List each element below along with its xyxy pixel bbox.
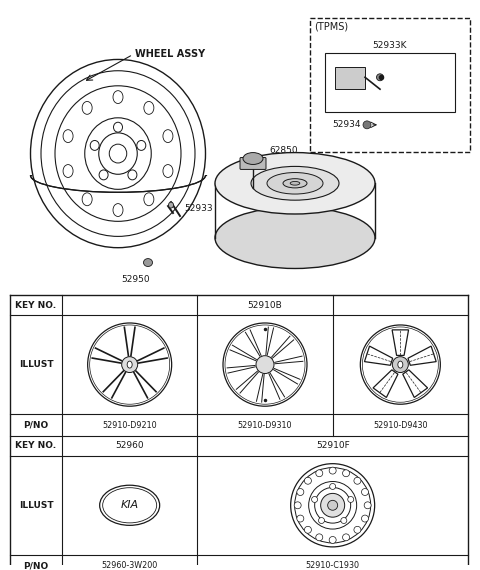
Text: ILLUST: ILLUST bbox=[19, 360, 53, 369]
Ellipse shape bbox=[99, 170, 108, 180]
Text: (TPMS): (TPMS) bbox=[314, 22, 348, 32]
Circle shape bbox=[223, 323, 307, 406]
Bar bbox=[28, 149, 207, 176]
Text: 52910-D9430: 52910-D9430 bbox=[373, 421, 428, 430]
Ellipse shape bbox=[215, 153, 375, 214]
Circle shape bbox=[354, 477, 361, 484]
Circle shape bbox=[88, 323, 172, 406]
Circle shape bbox=[316, 470, 323, 477]
Circle shape bbox=[291, 463, 375, 547]
Circle shape bbox=[361, 515, 369, 522]
Ellipse shape bbox=[163, 165, 173, 177]
Text: 52910-D9210: 52910-D9210 bbox=[102, 421, 157, 430]
Circle shape bbox=[316, 534, 323, 541]
Ellipse shape bbox=[144, 101, 154, 115]
Text: WHEEL ASSY: WHEEL ASSY bbox=[135, 50, 205, 59]
Ellipse shape bbox=[63, 130, 73, 142]
Circle shape bbox=[319, 518, 324, 523]
Ellipse shape bbox=[90, 140, 99, 150]
Ellipse shape bbox=[113, 203, 123, 217]
Circle shape bbox=[121, 357, 138, 373]
Bar bbox=[310, 18, 470, 152]
Ellipse shape bbox=[283, 178, 307, 188]
Text: 52950: 52950 bbox=[122, 275, 150, 284]
Circle shape bbox=[321, 494, 345, 517]
Ellipse shape bbox=[243, 153, 263, 165]
Ellipse shape bbox=[100, 485, 160, 526]
Text: 52934: 52934 bbox=[332, 120, 360, 129]
Text: 24537: 24537 bbox=[385, 73, 411, 82]
Ellipse shape bbox=[82, 101, 92, 115]
Text: 52910-D9310: 52910-D9310 bbox=[238, 421, 292, 430]
Circle shape bbox=[256, 356, 274, 373]
Ellipse shape bbox=[251, 166, 339, 200]
Ellipse shape bbox=[168, 202, 173, 208]
Text: ILLUST: ILLUST bbox=[19, 501, 53, 510]
Circle shape bbox=[297, 515, 304, 522]
Circle shape bbox=[364, 502, 371, 509]
Ellipse shape bbox=[376, 74, 384, 81]
Circle shape bbox=[304, 526, 312, 534]
Ellipse shape bbox=[113, 122, 122, 132]
Circle shape bbox=[392, 357, 408, 373]
Text: 52910F: 52910F bbox=[316, 441, 349, 450]
Circle shape bbox=[330, 483, 336, 490]
Ellipse shape bbox=[363, 121, 371, 129]
Bar bbox=[335, 67, 365, 89]
Ellipse shape bbox=[137, 140, 146, 150]
Circle shape bbox=[343, 470, 349, 477]
Ellipse shape bbox=[144, 259, 153, 267]
Ellipse shape bbox=[63, 165, 73, 177]
Circle shape bbox=[328, 500, 337, 510]
Circle shape bbox=[294, 502, 301, 509]
Text: P/NO: P/NO bbox=[24, 421, 48, 430]
Text: 52910B: 52910B bbox=[248, 300, 282, 310]
Text: KEY NO.: KEY NO. bbox=[15, 300, 57, 310]
Bar bbox=[325, 52, 455, 112]
Text: 52960-3W200: 52960-3W200 bbox=[102, 561, 158, 570]
FancyBboxPatch shape bbox=[240, 157, 266, 169]
Ellipse shape bbox=[128, 170, 137, 180]
Ellipse shape bbox=[267, 173, 323, 194]
Text: KEY NO.: KEY NO. bbox=[15, 441, 57, 450]
Text: P/NO: P/NO bbox=[24, 561, 48, 570]
Circle shape bbox=[297, 488, 304, 495]
Ellipse shape bbox=[113, 91, 123, 104]
Ellipse shape bbox=[127, 361, 132, 368]
Ellipse shape bbox=[215, 207, 375, 268]
Ellipse shape bbox=[144, 193, 154, 206]
Ellipse shape bbox=[290, 181, 300, 185]
Circle shape bbox=[304, 477, 312, 484]
Circle shape bbox=[360, 325, 440, 404]
Circle shape bbox=[341, 518, 347, 523]
Circle shape bbox=[348, 496, 354, 502]
Ellipse shape bbox=[82, 193, 92, 206]
Text: 52933D: 52933D bbox=[385, 85, 418, 93]
Text: 52960: 52960 bbox=[115, 441, 144, 450]
Circle shape bbox=[312, 496, 318, 502]
Circle shape bbox=[343, 534, 349, 541]
Circle shape bbox=[354, 526, 361, 534]
Circle shape bbox=[329, 536, 336, 543]
Text: KIA: KIA bbox=[120, 500, 139, 510]
Text: 62850: 62850 bbox=[269, 146, 298, 155]
Text: 52933K: 52933K bbox=[373, 41, 407, 50]
Circle shape bbox=[329, 467, 336, 474]
Circle shape bbox=[361, 488, 369, 495]
Ellipse shape bbox=[398, 361, 403, 368]
Text: 52910-C1930: 52910-C1930 bbox=[306, 561, 360, 570]
Text: 52933: 52933 bbox=[184, 203, 213, 213]
Ellipse shape bbox=[163, 130, 173, 142]
